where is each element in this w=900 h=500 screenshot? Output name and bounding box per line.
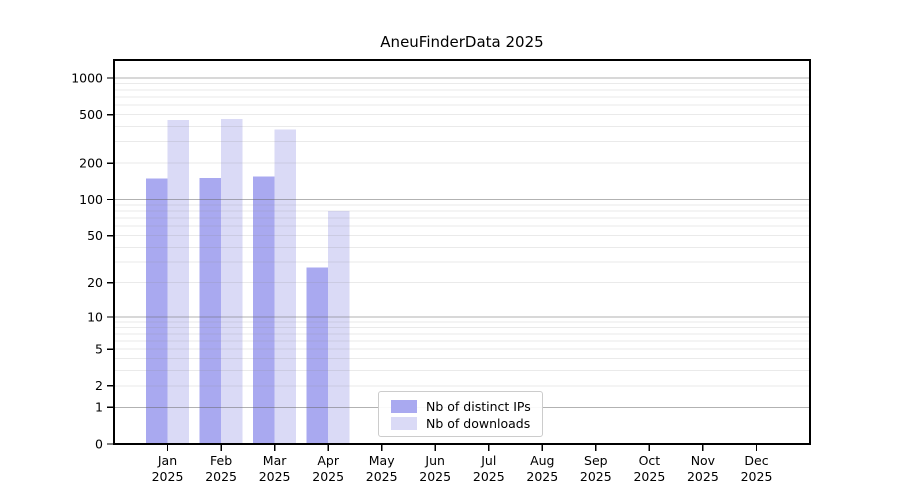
axis-frame [113, 59, 811, 445]
chart-title: AneuFinderData 2025 [380, 33, 544, 51]
y-tick-label: 500 [79, 107, 103, 122]
y-tick-label: 100 [79, 192, 103, 207]
x-tick-label: Jan 2025 [152, 453, 184, 484]
x-tick-label: Mar 2025 [259, 453, 291, 484]
x-tick-label: Jul 2025 [473, 453, 505, 484]
y-tick-label: 50 [87, 228, 103, 243]
bar-distinct-ips [253, 176, 275, 444]
y-tick-label: 5 [95, 341, 103, 356]
x-tick-label: Sep 2025 [580, 453, 612, 484]
bar-downloads [274, 129, 296, 444]
x-tick-label: Oct 2025 [633, 453, 665, 484]
bars [146, 118, 350, 445]
legend-swatch-distinct-ips [391, 400, 417, 413]
legend: Nb of distinct IPs Nb of downloads [378, 391, 543, 437]
x-axis: Jan 2025 Feb 2025 Mar 2025 Apr 2025 May 2025 Jun 20… [152, 444, 773, 484]
y-tick-label: 1000 [71, 70, 103, 85]
legend-item-distinct-ips: Nb of distinct IPs [391, 398, 542, 415]
y-tick-label: 20 [87, 275, 103, 290]
y-tick-label: 0 [95, 436, 103, 451]
x-tick-label: Nov 2025 [687, 453, 719, 484]
bar-downloads [221, 118, 243, 445]
legend-label-distinct-ips: Nb of distinct IPs [426, 399, 531, 414]
legend-item-downloads: Nb of downloads [391, 415, 542, 432]
x-tick-label: Jun 2025 [419, 453, 451, 484]
x-tick-label: Aug 2025 [526, 453, 558, 484]
x-tick-label: Feb 2025 [205, 453, 237, 484]
y-tick-label: 10 [87, 309, 103, 324]
y-tick-label: 200 [79, 155, 103, 170]
y-tick-label: 2 [95, 378, 103, 393]
legend-label-downloads: Nb of downloads [426, 416, 531, 431]
x-tick-label: Apr 2025 [312, 453, 344, 484]
legend-swatch-downloads [391, 417, 417, 430]
y-tick-label: 1 [95, 400, 103, 415]
bar-distinct-ips [146, 178, 168, 444]
bar-downloads [167, 120, 189, 444]
gridlines [114, 77, 810, 408]
y-axis: 0 1 2 5 10 20 50 100 200 500 1000 [71, 70, 114, 451]
bar-distinct-ips [199, 178, 222, 444]
x-tick-label: May 2025 [366, 453, 398, 484]
x-tick-label: Dec 2025 [741, 453, 773, 484]
bar-downloads [328, 211, 350, 444]
bar-distinct-ips [306, 267, 329, 444]
